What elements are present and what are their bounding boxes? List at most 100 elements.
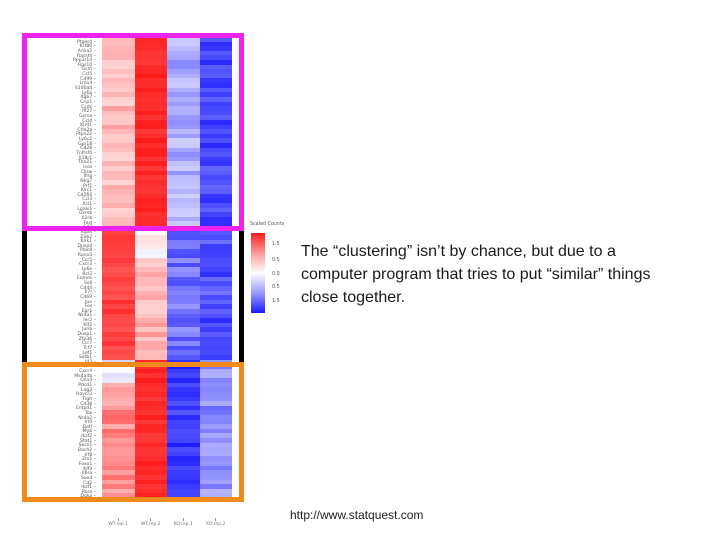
gene-label: Lgals1 – <box>77 206 96 212</box>
sample-label: WT.rep.2 <box>131 518 171 527</box>
heatmap-cell <box>102 373 135 379</box>
heatmap-cell <box>102 493 135 498</box>
heatmap-cell <box>199 419 232 425</box>
gene-label: Ptger4 – <box>77 39 96 45</box>
heatmap-cell <box>102 101 135 107</box>
heatmap-cell <box>199 73 232 79</box>
gene-label: Ifi27 – <box>82 109 96 115</box>
heatmap-cell <box>167 433 200 439</box>
heatmap-cell <box>167 101 200 107</box>
legend-tick-label: 1.5 <box>272 242 280 247</box>
gene-label: Bach2 – <box>77 448 96 454</box>
heatmap-cell <box>102 110 135 116</box>
gene-label: Ets1 – <box>82 457 96 463</box>
color-scale-legend: Scaled Counts 1.5 0.5 0.0 0.5 1.5 <box>250 222 295 317</box>
heatmap-row <box>102 235 232 240</box>
heatmap-cell <box>199 272 232 277</box>
heatmap-row <box>102 493 232 498</box>
heatmap-cell <box>167 166 200 171</box>
heatmap-cell <box>134 313 167 319</box>
heatmap-cell <box>167 119 200 125</box>
heatmap-cell <box>134 55 167 61</box>
heatmap-cell <box>167 419 200 425</box>
heatmap-cell <box>134 479 167 485</box>
heatmap-cell <box>167 69 200 74</box>
heatmap-cell <box>167 78 200 84</box>
gene-label: Sox4 – <box>81 475 96 481</box>
heatmap-row <box>102 170 232 176</box>
heatmap-row <box>102 244 232 250</box>
gene-label: Nr4a1 – <box>78 313 96 319</box>
gene-label: Cd69 – <box>80 294 96 300</box>
heatmap-cell <box>102 41 135 47</box>
heatmap-cell <box>102 202 135 208</box>
heatmap-row <box>102 313 232 319</box>
heatmap-row <box>102 350 232 356</box>
sample-label: KO.rep.2 <box>196 518 236 527</box>
heatmap-cell <box>134 345 167 351</box>
heatmap-cell <box>199 474 232 480</box>
gene-label: Satb1 – <box>78 355 96 361</box>
gene-label: Cd38 – <box>80 401 96 407</box>
heatmap-cell <box>199 433 232 439</box>
heatmap-cell <box>167 414 200 420</box>
heatmap-cell <box>199 493 232 498</box>
heatmap-cell <box>199 484 232 489</box>
heatmap-cell <box>134 78 167 84</box>
heatmap-cell <box>167 451 200 457</box>
heatmap-cell <box>102 451 135 457</box>
gene-label: Crip1 – <box>80 99 96 105</box>
heatmap-cell <box>102 470 135 475</box>
heatmap-cell <box>134 401 167 406</box>
heatmap-cell <box>102 299 135 305</box>
gene-label: Batf – <box>82 424 96 430</box>
heatmap-cell <box>102 198 135 203</box>
heatmap-cell <box>167 193 200 199</box>
gene-label: Gzma – <box>78 113 96 119</box>
heatmap-cell <box>102 69 135 74</box>
footer-url[interactable]: http://www.statquest.com <box>290 508 424 522</box>
heatmap-cell <box>134 424 167 429</box>
heatmap-row <box>102 438 232 443</box>
heatmap-row <box>102 290 232 296</box>
heatmap-cell <box>167 442 200 448</box>
heatmap-row <box>102 456 232 462</box>
heatmap-cell <box>167 488 200 494</box>
gene-label: Tbx21 – <box>77 160 96 166</box>
heatmap-cell <box>102 258 135 263</box>
heatmap-cell <box>199 359 232 365</box>
heatmap-cell <box>102 147 135 153</box>
heatmap-cell <box>199 193 232 199</box>
heatmap-cell <box>102 433 135 439</box>
heatmap-cell <box>102 350 135 356</box>
heatmap-cell <box>102 304 135 309</box>
heatmap-cell <box>199 447 232 452</box>
gene-label: Cxcr4 – <box>79 369 96 375</box>
heatmap-cell <box>102 46 135 51</box>
heatmap-cell <box>134 198 167 203</box>
heatmap-cell <box>134 470 167 475</box>
heatmap-cell <box>199 461 232 466</box>
heatmap-cell <box>134 465 167 471</box>
heatmap-row <box>102 156 232 162</box>
heatmap-cell <box>134 115 167 120</box>
heatmap-cell <box>199 295 232 300</box>
heatmap-cell <box>199 368 232 374</box>
heatmap-cell <box>199 355 232 360</box>
heatmap-cell <box>199 207 232 213</box>
heatmap-cell <box>134 355 167 360</box>
sample-tick <box>150 518 152 521</box>
heatmap-cell <box>199 147 232 153</box>
heatmap-cell <box>102 442 135 448</box>
heatmap-row <box>102 60 232 65</box>
heatmap-cell <box>199 189 232 194</box>
heatmap-cell <box>167 470 200 475</box>
heatmap-cell <box>102 461 135 466</box>
gene-label: Fasl – <box>83 220 96 226</box>
heatmap-cell <box>167 447 200 452</box>
heatmap-cell <box>102 401 135 406</box>
heatmap-cell <box>167 115 200 120</box>
heatmap-cell <box>199 138 232 144</box>
heatmap-row <box>102 276 232 282</box>
heatmap-row <box>102 424 232 429</box>
